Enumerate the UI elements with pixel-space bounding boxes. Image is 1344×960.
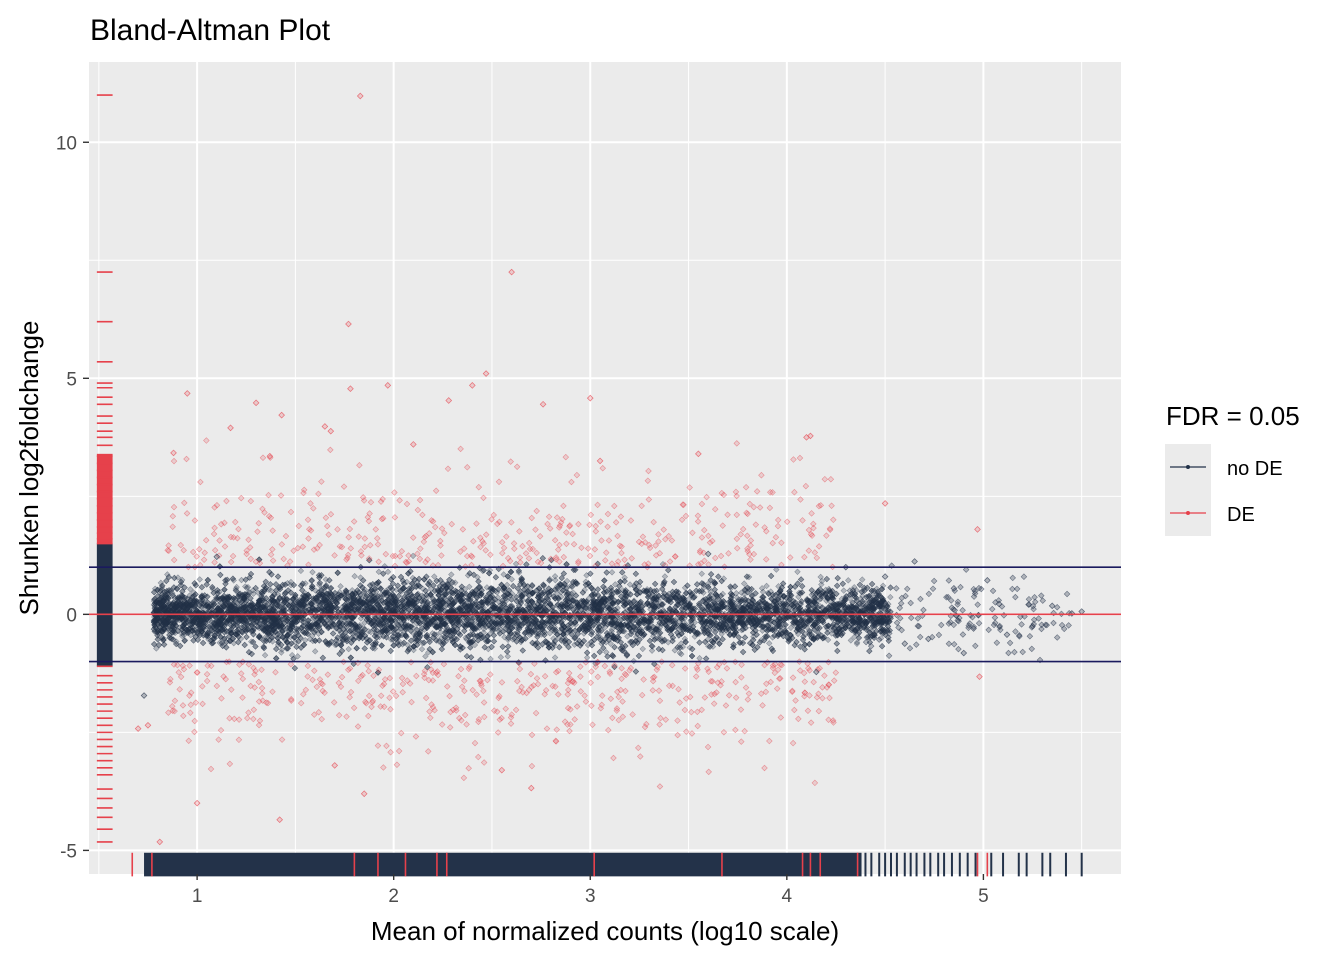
- nonde-point: [302, 637, 309, 644]
- nonde-point: [430, 602, 438, 609]
- nonde-point: [729, 615, 737, 622]
- nonde-point: [325, 607, 333, 614]
- nonde-point: [660, 637, 668, 645]
- nonde-point: [734, 598, 742, 605]
- nonde-point: [626, 616, 633, 623]
- nonde-point: [643, 586, 651, 593]
- nonde-point: [330, 596, 337, 603]
- nonde-point: [636, 589, 644, 597]
- nonde-point: [427, 585, 435, 593]
- nonde-point: [806, 615, 813, 623]
- nonde-point: [262, 608, 269, 615]
- nonde-point: [665, 639, 672, 646]
- nonde-point: [436, 637, 443, 645]
- nonde-point: [173, 638, 180, 645]
- nonde-point: [359, 625, 367, 632]
- nonde-point: [830, 595, 837, 602]
- nonde-point: [544, 589, 551, 596]
- nonde-point: [607, 595, 615, 602]
- nonde-point: [572, 621, 579, 628]
- nonde-point: [151, 585, 159, 592]
- nonde-point: [563, 630, 570, 638]
- nonde-point: [271, 626, 278, 633]
- nonde-point: [574, 616, 581, 623]
- nonde-point: [347, 605, 354, 612]
- nonde-point: [259, 616, 266, 623]
- nonde-point: [885, 618, 893, 626]
- nonde-point: [840, 626, 847, 633]
- nonde-point: [752, 623, 759, 630]
- nonde-point: [461, 586, 469, 593]
- nonde-point: [772, 607, 779, 614]
- nonde-point: [718, 630, 725, 638]
- nonde-point: [603, 604, 610, 612]
- x-rug-nonde-band: [144, 852, 862, 877]
- nonde-point: [261, 605, 268, 613]
- nonde-point: [211, 620, 218, 627]
- nonde-point: [209, 600, 217, 608]
- chart-title: Bland-Altman Plot: [90, 14, 331, 47]
- nonde-point: [634, 602, 641, 609]
- nonde-point: [392, 626, 399, 633]
- nonde-point: [808, 598, 815, 605]
- nonde-point: [470, 623, 477, 630]
- nonde-point: [313, 623, 321, 630]
- nonde-point: [668, 626, 675, 633]
- nonde-point: [237, 635, 245, 642]
- nonde-point: [594, 603, 601, 610]
- nonde-point: [250, 590, 257, 597]
- nonde-point: [195, 613, 202, 620]
- nonde-point: [773, 566, 780, 573]
- nonde-point: [876, 618, 883, 625]
- nonde-point: [519, 607, 526, 614]
- nonde-point: [236, 593, 244, 600]
- nonde-point: [385, 604, 392, 612]
- nonde-point: [585, 595, 592, 602]
- rug-marks: [96, 94, 1083, 877]
- nonde-point: [198, 617, 205, 625]
- nonde-point: [350, 630, 358, 637]
- nonde-point: [778, 618, 786, 625]
- nonde-point: [155, 608, 163, 615]
- nonde-point: [292, 605, 299, 613]
- nonde-point: [208, 603, 215, 611]
- nonde-point: [826, 602, 833, 609]
- nonde-point: [707, 591, 715, 599]
- nonde-point: [738, 589, 745, 596]
- nonde-point: [408, 613, 415, 621]
- nonde-point: [391, 623, 398, 631]
- nonde-point: [515, 569, 523, 576]
- nonde-point: [494, 615, 502, 622]
- nonde-point: [581, 604, 589, 611]
- nonde-point: [269, 638, 276, 645]
- gridlines: [89, 62, 1121, 874]
- nonde-point: [853, 597, 860, 604]
- nonde-point: [309, 568, 316, 576]
- nonde-point: [486, 593, 494, 601]
- nonde-point: [448, 571, 455, 578]
- nonde-point: [475, 624, 483, 631]
- nonde-point: [211, 626, 218, 633]
- y-rug-nonde-band: [96, 543, 113, 667]
- nonde-point: [384, 568, 392, 576]
- nonde-point: [494, 594, 502, 601]
- nonde-point: [593, 601, 600, 608]
- nonde-point: [480, 625, 488, 633]
- nonde-point: [310, 613, 317, 621]
- nonde-point: [753, 602, 760, 609]
- nonde-point: [382, 607, 389, 614]
